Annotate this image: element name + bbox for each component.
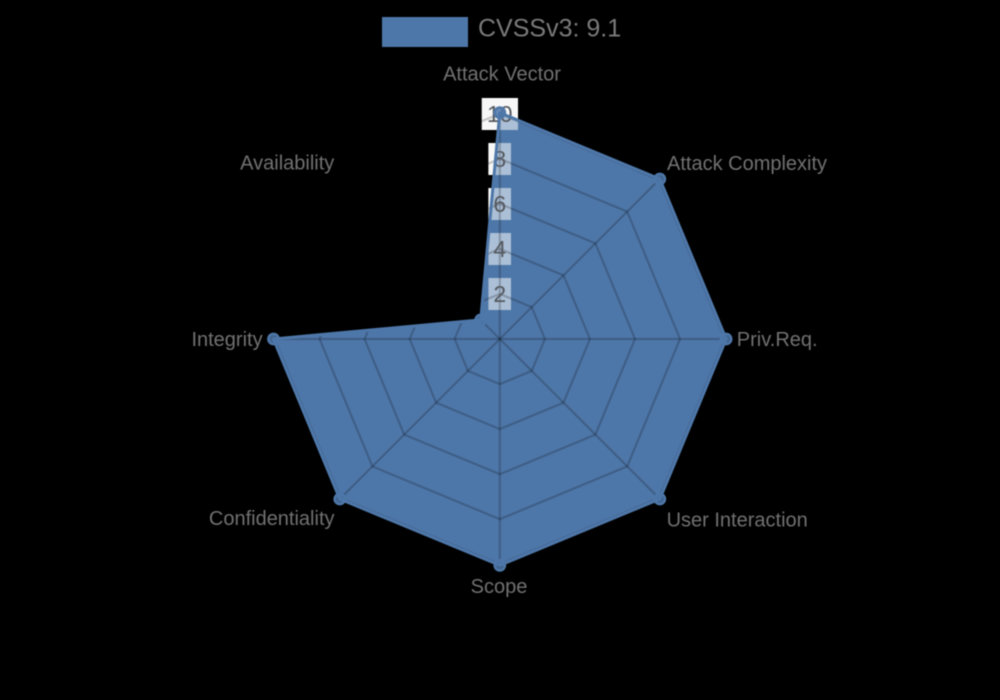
svg-text:CVSSv3: 9.1: CVSSv3: 9.1 <box>478 15 621 43</box>
svg-text:4: 4 <box>493 236 506 262</box>
svg-text:Availability: Availability <box>240 153 334 175</box>
svg-text:Integrity: Integrity <box>191 329 262 351</box>
svg-text:Scope: Scope <box>471 576 528 598</box>
svg-text:User Interaction: User Interaction <box>667 510 808 532</box>
svg-text:Attack Complexity: Attack Complexity <box>667 153 827 175</box>
svg-text:Priv.Req.: Priv.Req. <box>737 329 818 351</box>
svg-text:6: 6 <box>493 191 506 217</box>
svg-text:Attack Vector: Attack Vector <box>443 64 561 86</box>
svg-text:Confidentiality: Confidentiality <box>209 508 335 530</box>
svg-text:2: 2 <box>493 281 506 307</box>
